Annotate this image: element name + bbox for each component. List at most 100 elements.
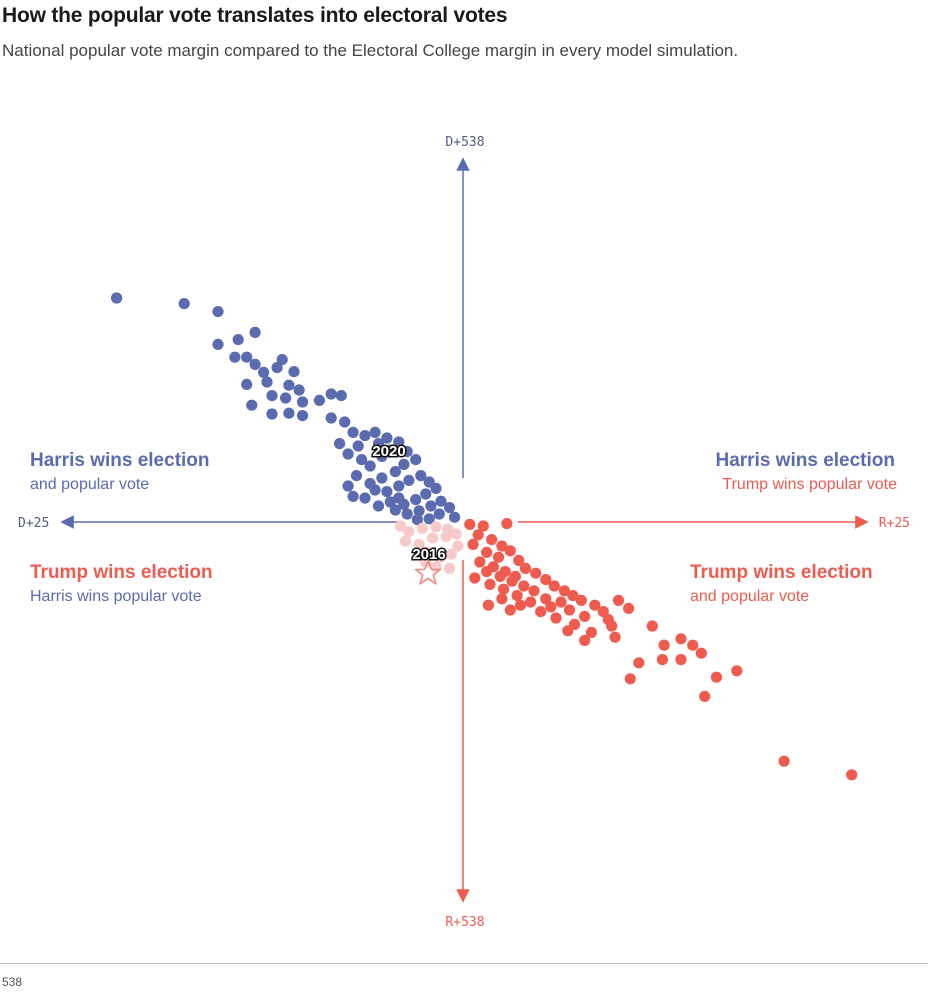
- scatter-point: [513, 554, 525, 567]
- scatter-point: [482, 599, 494, 611]
- x-axis-right-label: R+25: [879, 516, 910, 531]
- scatter-point: [545, 601, 557, 613]
- scatter-point: [246, 399, 258, 411]
- scatter-point: [430, 521, 442, 533]
- scatter-point: [394, 520, 407, 532]
- scatter-point: [710, 671, 723, 683]
- scatter-point: [266, 390, 278, 402]
- scatter-point: [293, 384, 305, 396]
- scatter-point: [658, 639, 670, 651]
- scatter-point: [540, 593, 552, 605]
- scatter-point: [656, 654, 669, 666]
- scatter-point: [266, 408, 278, 420]
- scatter-point: [548, 580, 560, 592]
- scatter-point: [563, 604, 576, 616]
- chart-subtitle: National popular vote margin compared to…: [2, 41, 739, 60]
- scatter-point: [612, 594, 625, 607]
- scatter-points: [111, 292, 858, 781]
- scatter-point: [420, 556, 432, 568]
- scatter-point: [579, 610, 591, 623]
- scatter-point: [555, 596, 567, 608]
- scatter-point: [410, 494, 422, 506]
- scatter-point: [699, 690, 711, 703]
- annotation-2016: 2016: [412, 546, 445, 563]
- scatter-point: [449, 511, 461, 523]
- quadrant-top-right-subtitle: Trump wins popular vote: [722, 476, 897, 493]
- scatter-point: [334, 438, 346, 450]
- scatter-point: [372, 500, 385, 512]
- scatter-point: [212, 338, 224, 350]
- scatter-point: [399, 535, 412, 547]
- scatter-point: [389, 466, 401, 478]
- scatter-point: [393, 492, 405, 504]
- scatter-point: [350, 470, 363, 482]
- scatter-point: [276, 354, 288, 366]
- scatter-point: [464, 518, 476, 531]
- scatter-point: [435, 495, 447, 507]
- scatter-point: [474, 556, 486, 568]
- scatter-point: [486, 534, 498, 546]
- scatter-point: [384, 444, 396, 456]
- scatter-point: [347, 490, 359, 502]
- 2016-star-marker: [414, 560, 442, 585]
- scatter-point: [540, 574, 552, 586]
- scatter-point: [687, 639, 699, 651]
- scatter-point: [261, 376, 273, 388]
- scatter-point: [241, 378, 253, 390]
- scatter-point: [283, 379, 295, 391]
- scatter-point: [530, 567, 542, 579]
- scatter-point: [525, 596, 537, 608]
- scatter-point: [633, 657, 645, 669]
- scatter-point: [212, 306, 224, 318]
- scatter-point: [562, 625, 574, 637]
- scatter-point: [496, 540, 508, 552]
- scatter-point: [504, 604, 516, 616]
- scatter-point: [410, 454, 422, 466]
- scatter-point: [492, 551, 505, 563]
- scatter-point: [440, 530, 452, 543]
- scatter-point: [501, 518, 513, 530]
- scatter-point: [335, 390, 347, 402]
- scatter-point: [369, 426, 381, 438]
- scatter-point: [384, 496, 396, 508]
- scatter-point: [469, 572, 481, 584]
- scatter-point: [381, 432, 393, 444]
- scatter-point: [481, 546, 493, 559]
- scatter-point: [271, 362, 283, 374]
- scatter-point: [232, 334, 244, 346]
- scatter-point: [646, 620, 658, 632]
- scatter-point: [425, 500, 437, 512]
- quadrant-bottom-right-title: Trump wins election: [690, 562, 873, 583]
- scatter-point: [283, 407, 295, 419]
- scatter-point: [342, 480, 354, 492]
- scatter-point: [433, 508, 445, 520]
- scatter-point: [111, 292, 123, 304]
- scatter-point: [472, 529, 484, 541]
- scatter-chart: D+538 R+538 D+25 R+25 2020 2016 Harris w…: [18, 135, 910, 930]
- scatter-point: [352, 440, 364, 452]
- scatter-point: [606, 620, 618, 632]
- scatter-point: [325, 412, 337, 424]
- scatter-point: [695, 647, 707, 659]
- quadrant-bottom-left-title: Trump wins election: [30, 562, 213, 583]
- y-axis-top-label: D+538: [445, 135, 484, 150]
- source-credit: 538: [2, 975, 23, 989]
- scatter-point: [381, 486, 393, 498]
- scatter-point: [558, 585, 571, 597]
- y-axis-bottom-label: R+538: [445, 915, 484, 930]
- scatter-point: [496, 593, 508, 605]
- scatter-point: [280, 392, 292, 404]
- quadrant-top-right-title: Harris wins election: [715, 450, 895, 471]
- footer-divider: [0, 963, 928, 964]
- scatter-point: [376, 450, 388, 462]
- scatter-point: [675, 654, 687, 666]
- scatter-point: [249, 358, 261, 370]
- scatter-point: [494, 570, 506, 583]
- scatter-point: [731, 665, 743, 677]
- scatter-point: [778, 755, 790, 767]
- scatter-point: [415, 470, 427, 482]
- scatter-point: [364, 460, 376, 472]
- scatter-point: [443, 562, 456, 575]
- scatter-point: [443, 502, 456, 514]
- scatter-point: [579, 634, 591, 647]
